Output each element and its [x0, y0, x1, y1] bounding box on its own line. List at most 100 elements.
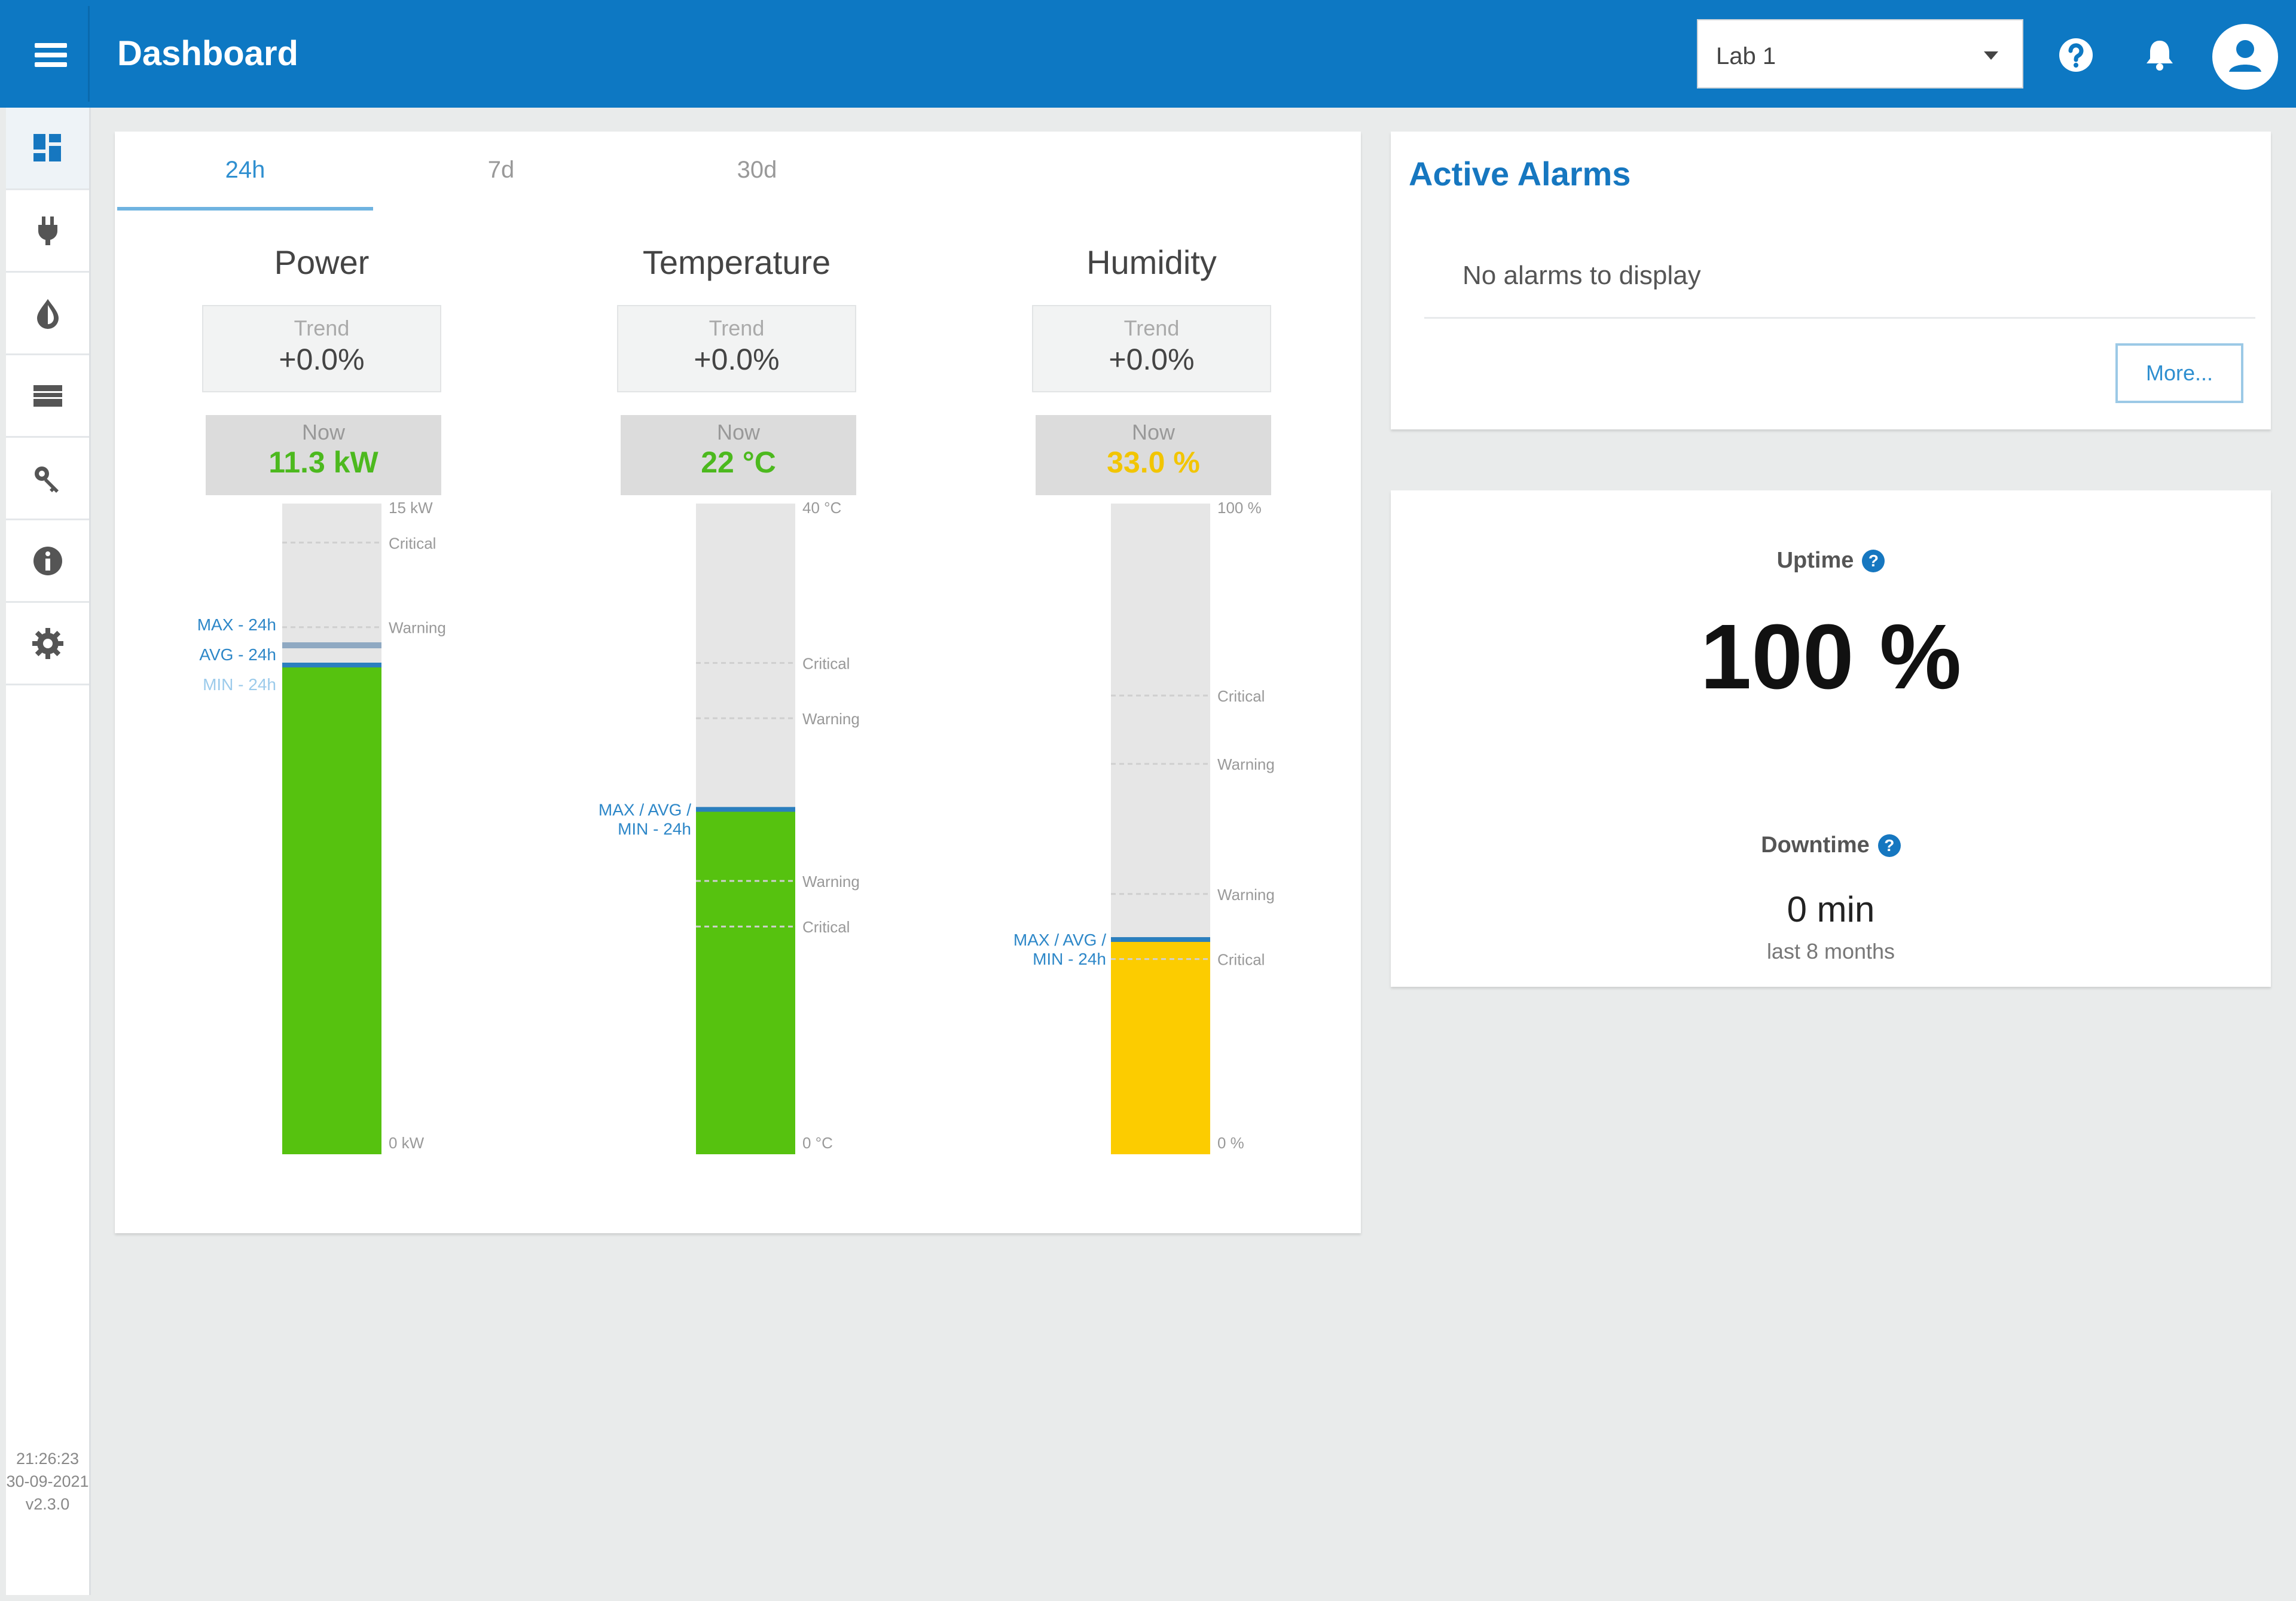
- temperature-stat-marker: [696, 807, 795, 812]
- help-icon[interactable]: [2057, 36, 2095, 74]
- power-scale-max: 15 kW: [389, 499, 433, 517]
- power-threshold-label: Critical: [389, 534, 436, 552]
- power-scale-min: 0 kW: [389, 1134, 425, 1152]
- power-title: Power: [274, 243, 370, 281]
- sidebar-item-settings[interactable]: [6, 603, 89, 685]
- sidebar-item-power[interactable]: [6, 190, 89, 273]
- humidity-bar-fill: [1111, 939, 1210, 1154]
- humidity-now-value: 33.0 %: [1107, 446, 1200, 479]
- downtime-label: Downtime: [1761, 832, 1870, 858]
- temperature-stat-label: MAX / AVG /: [599, 800, 691, 819]
- power-trend: Trend +0.0%: [202, 305, 441, 392]
- temperature-trend: Trend +0.0%: [617, 305, 856, 392]
- sidebar: 21:26:23 30-09-2021 v2.3.0: [6, 108, 91, 1595]
- humidity-stat-label: MAX / AVG /: [1013, 931, 1106, 949]
- temperature-now-label: Now: [716, 420, 761, 444]
- temperature-trend-value: +0.0%: [694, 343, 780, 376]
- alarms-divider: [1424, 317, 2255, 319]
- sidebar-item-devices[interactable]: [6, 355, 89, 438]
- power-trend-value: +0.0%: [279, 343, 365, 376]
- clock-time: 21:26:23: [16, 1450, 80, 1468]
- humidity-threshold-label: Warning: [1217, 755, 1275, 773]
- humidity-trend: Trend +0.0%: [1032, 305, 1271, 392]
- alarms-empty-text: No alarms to display: [1463, 261, 1701, 290]
- sidebar-item-dashboard[interactable]: [6, 108, 89, 190]
- uptime-help-icon[interactable]: ?: [1862, 550, 1885, 572]
- temperature-threshold-label: Warning: [802, 710, 860, 728]
- tab-24h[interactable]: 24h: [225, 157, 265, 183]
- humidity-trend-value: +0.0%: [1109, 343, 1195, 376]
- active-alarms-card: Active Alarms No alarms to display More.…: [1391, 132, 2271, 429]
- top-app-bar: Dashboard Lab 1: [0, 0, 2296, 108]
- system-clock: 21:26:23 30-09-2021 v2.3.0: [6, 1447, 89, 1515]
- power-now-value: 11.3 kW: [268, 446, 378, 479]
- sidebar-item-access[interactable]: [6, 438, 89, 520]
- site-select-value: Lab 1: [1716, 43, 1776, 69]
- power-now: Now 11.3 kW: [206, 415, 441, 495]
- temperature-scale-min: 0 °C: [802, 1134, 833, 1152]
- temperature-title: Temperature: [642, 243, 831, 281]
- gauges-panel: 24h 7d 30d Power Trend +0.0% Now 11.3 kW…: [115, 132, 1361, 1233]
- menu-icon[interactable]: [6, 6, 90, 102]
- sidebar-item-info[interactable]: [6, 520, 89, 603]
- humidity-scale-min: 0 %: [1217, 1134, 1244, 1152]
- humidity-threshold-label: Critical: [1217, 687, 1265, 705]
- uptime-value: 100 %: [1700, 605, 1962, 708]
- user-icon: [2229, 40, 2261, 72]
- active-tab-indicator: [117, 207, 373, 211]
- humidity-stat-label: MIN - 24h: [1033, 950, 1106, 968]
- page-title: Dashboard: [117, 34, 298, 73]
- humidity-stat-marker: [1111, 937, 1210, 942]
- gear-icon: [32, 628, 63, 659]
- temperature-trend-label: Trend: [709, 316, 765, 340]
- humidity-trend-label: Trend: [1123, 316, 1180, 340]
- gauge-bars: 15 kW 0 kW Critical Warning MAX - 24h AVG - 2…: [197, 499, 1275, 1154]
- humidity-drop-icon: [37, 299, 59, 329]
- temperature-now-value: 22 °C: [701, 446, 776, 479]
- power-bar-fill: [282, 666, 381, 1154]
- info-icon: [33, 547, 62, 575]
- power-max-marker: [282, 642, 381, 648]
- tab-30d[interactable]: 30d: [737, 157, 777, 183]
- temperature-stat-label: MIN - 24h: [618, 819, 691, 838]
- key-icon: [35, 466, 59, 493]
- devices-list-icon: [33, 385, 62, 407]
- firmware-version: v2.3.0: [25, 1495, 70, 1513]
- power-stat-label: MIN - 24h: [203, 675, 276, 694]
- chevron-down-icon: [1984, 51, 1998, 60]
- power-stat-label: MAX - 24h: [197, 615, 276, 634]
- temperature-bar-fill: [696, 809, 795, 1154]
- power-stat-label: AVG - 24h: [199, 645, 276, 664]
- downtime-value: 0 min: [1787, 889, 1875, 929]
- temperature-scale-max: 40 °C: [802, 499, 841, 517]
- humidity-threshold-label: Critical: [1217, 951, 1265, 969]
- power-threshold-label: Warning: [389, 619, 446, 637]
- humidity-now-label: Now: [1131, 420, 1176, 444]
- power-trend-label: Trend: [294, 316, 350, 340]
- dashboard-icon: [33, 134, 61, 161]
- downtime-label-row: Downtime?: [1391, 832, 2271, 858]
- uptime-card: Uptime? 100 % Downtime? 0 min last 8 mon…: [1391, 490, 2271, 987]
- downtime-help-icon[interactable]: ?: [1877, 834, 1901, 857]
- humidity-threshold-label: Warning: [1217, 886, 1275, 904]
- clock-date: 30-09-2021: [6, 1472, 89, 1490]
- uptime-label-row: Uptime?: [1391, 548, 2271, 574]
- temperature-threshold-label: Critical: [802, 655, 850, 673]
- power-plug-icon: [38, 216, 57, 245]
- more-alarms-button[interactable]: More...: [2115, 343, 2243, 403]
- tab-7d[interactable]: 7d: [487, 157, 515, 183]
- uptime-label: Uptime: [1776, 548, 1854, 573]
- temperature-threshold-label: Critical: [802, 918, 850, 936]
- humidity-title: Humidity: [1086, 243, 1217, 281]
- power-avg-marker: [282, 663, 381, 667]
- power-now-label: Now: [301, 420, 346, 444]
- temperature-now: Now 22 °C: [621, 415, 856, 495]
- humidity-now: Now 33.0 %: [1036, 415, 1271, 495]
- user-avatar[interactable]: [2212, 24, 2278, 90]
- site-select[interactable]: Lab 1: [1697, 19, 2023, 89]
- sidebar-item-environment[interactable]: [6, 273, 89, 355]
- humidity-scale-max: 100 %: [1217, 499, 1262, 517]
- alarms-title: Active Alarms: [1409, 155, 1631, 193]
- downtime-period: last 8 months: [1766, 939, 1895, 963]
- bell-icon[interactable]: [2141, 36, 2179, 74]
